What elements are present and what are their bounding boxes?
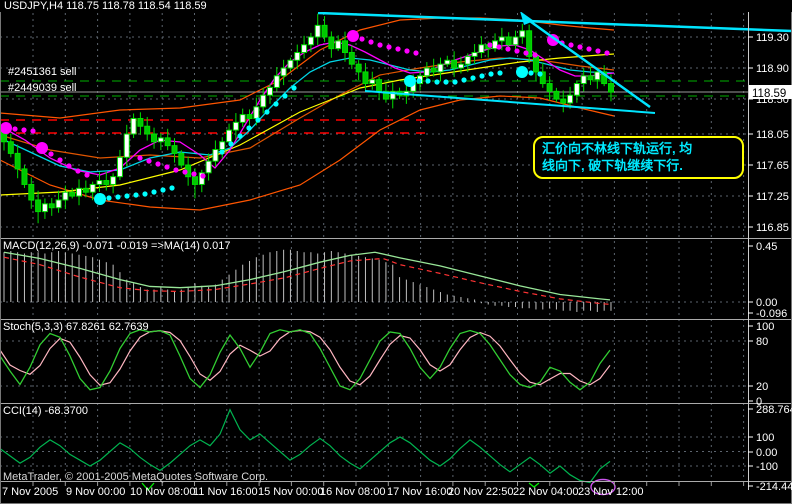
scale-label: 0.00 — [756, 297, 777, 309]
scale-label: -100 — [756, 461, 778, 473]
window-titlebar[interactable]: USDJPY,H4 118.75 118.78 118.54 118.59 — [0, 0, 792, 12]
cci-panel — [0, 408, 616, 496]
time-axis-label: 17 Nov 16:00 — [387, 486, 452, 498]
price-scale[interactable]: 119.30118.90118.50118.05117.65117.25116.… — [748, 32, 792, 493]
scale-label: -214.44 — [756, 481, 792, 493]
annotation-line-2: 线向下, 破下轨继续下行. — [542, 158, 683, 173]
chart-title: USDJPY,H4 118.75 118.78 118.54 118.59 — [4, 0, 207, 12]
time-axis-label: 23 Nov 12:00 — [578, 486, 643, 498]
time-axis-label: 16 Nov 08:00 — [320, 486, 385, 498]
candles-layer — [1, 13, 614, 224]
time-axis-label: 20 Nov 22:50 — [448, 486, 513, 498]
scale-label: 119.30 — [756, 32, 789, 44]
scale-label: 0.45 — [756, 241, 777, 253]
scale-label: 100 — [756, 432, 774, 444]
scale-label: 117.25 — [756, 191, 789, 203]
time-axis-label: 10 Nov 08:00 — [130, 486, 195, 498]
current-price-box — [749, 85, 792, 99]
scale-label: 80 — [756, 336, 768, 348]
time-axis-label: 22 Nov 04:00 — [513, 486, 578, 498]
macd-panel — [3, 249, 612, 312]
time-axis-label: 9 Nov 00:00 — [66, 486, 125, 498]
stoch-panel — [0, 329, 611, 391]
scale-label: 116.85 — [756, 222, 789, 234]
trendlines[interactable] — [317, 11, 792, 114]
time-axis-label: 11 Nov 16:00 — [193, 486, 258, 498]
scale-label: 20 — [756, 381, 768, 393]
scale-label: 100 — [756, 321, 774, 333]
scale-label: 117.65 — [756, 160, 789, 172]
cci-circle-annotation[interactable] — [590, 478, 616, 496]
scale-label: 0.00 — [756, 447, 777, 459]
level-lines[interactable] — [0, 80, 748, 134]
annotation-note[interactable]: 汇价向不林线下轨运行, 均 线向下, 破下轨继续下行. — [533, 136, 744, 179]
time-axis-label: 7 Nov 2005 — [2, 486, 58, 498]
scale-label: 288.764 — [756, 404, 792, 416]
time-axis-label: 15 Nov 00:00 — [258, 486, 323, 498]
annotation-line-1: 汇价向不林线下轨运行, 均 — [542, 141, 693, 156]
scale-label: -0.096 — [756, 308, 787, 320]
scale-label: 118.90 — [756, 63, 789, 75]
sar-dots-layer — [0, 30, 610, 205]
current-price-label: 118.59 — [752, 88, 786, 100]
scale-label: 118.05 — [756, 129, 789, 141]
scale-label: 0 — [756, 396, 762, 408]
